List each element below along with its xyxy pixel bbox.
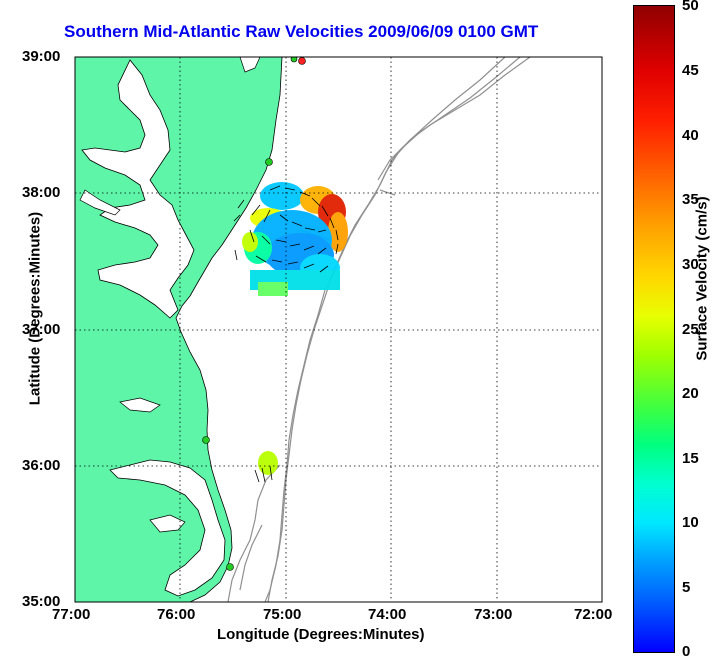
y-tick-label: 37:00 xyxy=(22,321,61,338)
y-tick-label: 39:00 xyxy=(22,48,61,65)
y-tick-label: 36:00 xyxy=(22,457,61,474)
colorbar-tick-label: 50 xyxy=(682,0,699,14)
station-marker xyxy=(290,57,298,63)
chesapeake-bay xyxy=(81,59,195,319)
plot-frame xyxy=(74,56,603,603)
x-tick-label: 72:00 xyxy=(574,606,613,623)
map-title: Southern Mid-Atlantic Raw Velocities 200… xyxy=(64,22,539,41)
x-axis-label: Longitude (Degrees:Minutes) xyxy=(217,626,425,643)
x-tick-label: 76:00 xyxy=(157,606,196,623)
velocity-field xyxy=(242,182,348,475)
velocity-arrows xyxy=(233,185,339,483)
colorbar xyxy=(633,5,675,653)
x-tick-label: 73:00 xyxy=(474,606,513,623)
colorbar-tick-label: 40 xyxy=(682,127,699,144)
colorbar-tick-label: 10 xyxy=(682,514,699,531)
colorbar-tick-label: 25 xyxy=(682,321,699,338)
x-tick-label: 77:00 xyxy=(52,606,91,623)
pamlico-sound xyxy=(109,459,226,597)
y-tick-label: 35:00 xyxy=(22,593,61,610)
y-axis-label: Latitude (Degrees:Minutes) xyxy=(26,211,44,406)
colorbar-tick-label: 45 xyxy=(682,62,699,79)
colorbar-tick-label: 20 xyxy=(682,385,699,402)
colorbar-tick-label: 5 xyxy=(682,579,691,596)
station-marker xyxy=(226,563,234,571)
x-tick-label: 74:00 xyxy=(368,606,407,623)
colorbar-tick-label: 30 xyxy=(682,256,699,273)
colorbar-tick-label: 0 xyxy=(682,643,691,660)
station-marker xyxy=(298,57,306,65)
station-marker xyxy=(202,436,210,444)
colorbar-tick-label: 35 xyxy=(682,191,699,208)
station-marker xyxy=(265,158,273,166)
grid-lines xyxy=(75,57,602,602)
x-tick-label: 75:00 xyxy=(263,606,302,623)
colorbar-tick-label: 15 xyxy=(682,450,699,467)
y-tick-label: 38:00 xyxy=(22,184,61,201)
colorbar-label: Surface Velocity (cm/s) xyxy=(693,196,711,361)
